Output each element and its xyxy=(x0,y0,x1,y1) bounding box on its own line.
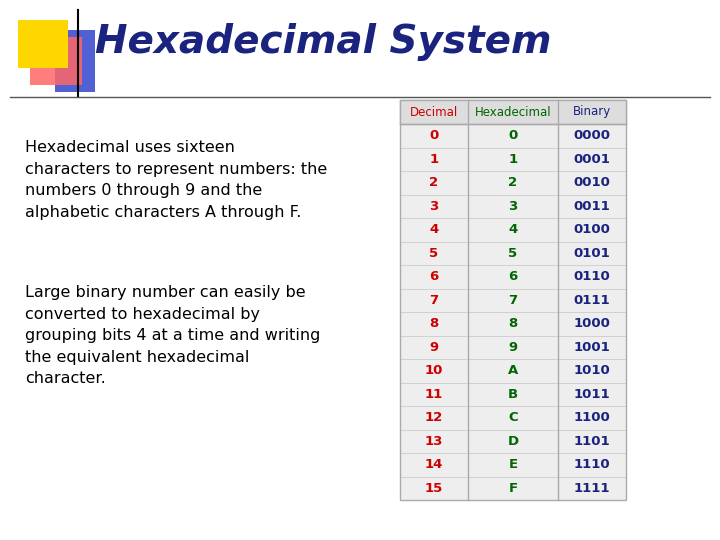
Text: 1: 1 xyxy=(508,153,518,166)
Text: 0010: 0010 xyxy=(574,176,611,189)
Text: Hexadecimal uses sixteen
characters to represent numbers: the
numbers 0 through : Hexadecimal uses sixteen characters to r… xyxy=(25,140,328,220)
Text: 3: 3 xyxy=(429,200,438,213)
Text: 2: 2 xyxy=(429,176,438,189)
Text: 4: 4 xyxy=(429,223,438,237)
Text: 5: 5 xyxy=(508,247,518,260)
Text: 12: 12 xyxy=(425,411,443,424)
Text: Binary: Binary xyxy=(573,105,611,118)
Text: Hexadecimal System: Hexadecimal System xyxy=(95,23,552,61)
Text: 0110: 0110 xyxy=(574,270,611,284)
Text: B: B xyxy=(508,388,518,401)
Text: 0: 0 xyxy=(508,129,518,142)
Text: 11: 11 xyxy=(425,388,443,401)
Text: Large binary number can easily be
converted to hexadecimal by
grouping bits 4 at: Large binary number can easily be conver… xyxy=(25,285,320,387)
Bar xyxy=(18,20,68,68)
Text: 8: 8 xyxy=(508,317,518,330)
Text: 4: 4 xyxy=(508,223,518,237)
Text: 0101: 0101 xyxy=(574,247,611,260)
Text: 8: 8 xyxy=(429,317,438,330)
Text: 7: 7 xyxy=(429,294,438,307)
Text: 6: 6 xyxy=(429,270,438,284)
Text: 5: 5 xyxy=(429,247,438,260)
Text: 1101: 1101 xyxy=(574,435,611,448)
Text: 0011: 0011 xyxy=(574,200,611,213)
Bar xyxy=(400,100,626,500)
Text: 1110: 1110 xyxy=(574,458,611,471)
Text: D: D xyxy=(508,435,518,448)
Text: 1010: 1010 xyxy=(574,364,611,377)
Text: 0100: 0100 xyxy=(574,223,611,237)
Text: 2: 2 xyxy=(508,176,518,189)
Text: E: E xyxy=(508,458,518,471)
Text: 1011: 1011 xyxy=(574,388,611,401)
Text: 1000: 1000 xyxy=(574,317,611,330)
Text: 9: 9 xyxy=(429,341,438,354)
Text: 1001: 1001 xyxy=(574,341,611,354)
Text: Hexadecimal: Hexadecimal xyxy=(474,105,552,118)
Text: F: F xyxy=(508,482,518,495)
Text: 0111: 0111 xyxy=(574,294,611,307)
Text: 14: 14 xyxy=(425,458,444,471)
Text: 3: 3 xyxy=(508,200,518,213)
Bar xyxy=(30,37,82,85)
Text: 0: 0 xyxy=(429,129,438,142)
Bar xyxy=(400,100,626,124)
Text: 1: 1 xyxy=(429,153,438,166)
Text: A: A xyxy=(508,364,518,377)
Text: 0000: 0000 xyxy=(574,129,611,142)
Bar xyxy=(55,30,95,92)
Text: 6: 6 xyxy=(508,270,518,284)
Text: 15: 15 xyxy=(425,482,443,495)
Text: 1111: 1111 xyxy=(574,482,611,495)
Text: C: C xyxy=(508,411,518,424)
Text: 13: 13 xyxy=(425,435,444,448)
Text: 10: 10 xyxy=(425,364,444,377)
Text: 0001: 0001 xyxy=(574,153,611,166)
Text: 1100: 1100 xyxy=(574,411,611,424)
Text: 9: 9 xyxy=(508,341,518,354)
Text: Decimal: Decimal xyxy=(410,105,458,118)
Text: 7: 7 xyxy=(508,294,518,307)
